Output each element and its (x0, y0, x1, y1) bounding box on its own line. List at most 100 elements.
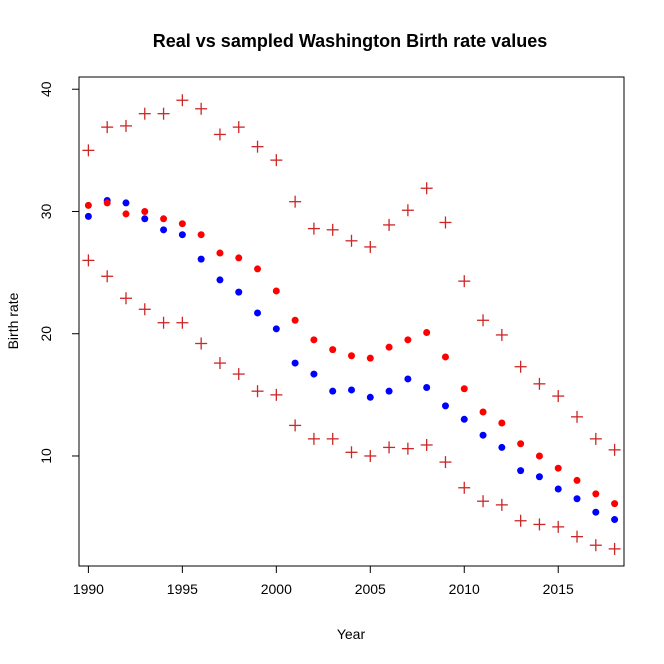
data-point-plus (157, 107, 170, 120)
data-point-plus (213, 357, 226, 370)
data-point-dot (235, 254, 243, 262)
data-point-plus (195, 102, 208, 115)
plot-box (78, 76, 625, 567)
y-tick-label: 20 (38, 326, 54, 342)
data-point-dot (573, 476, 581, 484)
data-point-plus (289, 195, 302, 208)
data-point-plus (383, 218, 396, 231)
data-point-dot (592, 508, 600, 516)
data-point-dot (423, 384, 431, 392)
data-point-dot (611, 500, 619, 508)
data-point-plus (608, 542, 621, 555)
data-point-dot (291, 316, 299, 324)
x-axis: 1990 1995 2000 2005 2010 2015 (73, 565, 574, 597)
y-tick-label: 40 (38, 81, 54, 97)
data-point-dot (460, 415, 468, 423)
data-point-dot (178, 231, 186, 239)
data-point-plus (533, 377, 546, 390)
data-point-plus (289, 419, 302, 432)
data-point-dot (310, 336, 318, 344)
data-point-plus (307, 222, 320, 235)
data-point-plus (571, 530, 584, 543)
x-tick-label: 1990 (73, 581, 104, 597)
data-point-plus (138, 303, 151, 316)
data-point-plus (420, 438, 433, 451)
data-point-plus (589, 539, 602, 552)
data-point-plus (82, 254, 95, 267)
x-tick-label: 1995 (167, 581, 198, 597)
data-point-plus (345, 446, 358, 459)
data-point-dot (141, 215, 149, 223)
data-point-dot (197, 255, 205, 263)
x-axis-label: Year (337, 626, 366, 642)
data-point-dot (197, 231, 205, 239)
data-point-plus (514, 514, 527, 527)
data-point-plus (571, 410, 584, 423)
y-axis-label: Birth rate (5, 292, 21, 349)
y-tick-label: 10 (38, 448, 54, 464)
data-point-dot (554, 485, 562, 493)
data-point-dot (122, 210, 130, 218)
data-point-dot (404, 375, 412, 383)
data-point-plus (176, 316, 189, 329)
data-point-dot (141, 207, 149, 215)
data-point-plus (326, 432, 339, 445)
data-point-plus (495, 498, 508, 511)
data-point-plus (608, 443, 621, 456)
data-point-dot (535, 473, 543, 481)
data-point-dot (272, 325, 280, 333)
data-point-dot (235, 288, 243, 296)
data-point-plus (533, 518, 546, 531)
data-point-plus (232, 368, 245, 381)
data-point-dot (385, 343, 393, 351)
data-point-dot (460, 385, 468, 393)
data-point-plus (82, 144, 95, 157)
data-point-plus (439, 216, 452, 229)
data-point-dot (291, 359, 299, 367)
data-point-plus (345, 234, 358, 247)
data-point-dot (254, 265, 262, 273)
data-point-dot (216, 249, 224, 257)
data-point-dot (216, 276, 224, 284)
data-point-plus (138, 107, 151, 120)
data-point-dot (178, 220, 186, 228)
data-point-dot (479, 408, 487, 416)
data-point-dot (517, 440, 525, 448)
data-point-plus (364, 449, 377, 462)
chart-title: Real vs sampled Washington Birth rate va… (153, 31, 547, 51)
data-point-plus (364, 240, 377, 253)
x-tick-label: 2000 (261, 581, 292, 597)
data-point-dot (348, 352, 355, 360)
data-point-dot (366, 354, 374, 362)
data-point-dot (160, 226, 168, 234)
data-point-plus (119, 292, 132, 305)
x-tick-label: 2005 (355, 581, 386, 597)
data-point-dot (122, 199, 130, 207)
data-point-plus (420, 182, 433, 195)
data-point-dot (272, 287, 280, 295)
data-point-dot (310, 370, 318, 378)
data-point-plus (383, 441, 396, 454)
data-point-plus (514, 360, 527, 373)
data-point-dot (329, 346, 337, 354)
data-point-plus (101, 121, 114, 134)
data-point-dot (348, 386, 355, 394)
data-point-plus (251, 385, 264, 398)
data-point-dot (611, 516, 619, 524)
data-point-dot (254, 309, 262, 317)
data-point-plus (307, 432, 320, 445)
data-point-plus (213, 128, 226, 141)
data-point-plus (326, 223, 339, 236)
y-tick-label: 30 (38, 203, 54, 219)
data-point-plus (552, 390, 565, 403)
data-point-dot (535, 452, 543, 460)
data-point-dot (554, 464, 562, 472)
data-point-dot (160, 215, 168, 223)
data-point-plus (119, 119, 132, 132)
data-point-plus (477, 495, 490, 508)
data-point-plus (157, 316, 170, 329)
data-point-dot (84, 201, 92, 209)
data-point-dot (441, 402, 449, 410)
data-point-plus (401, 204, 414, 217)
